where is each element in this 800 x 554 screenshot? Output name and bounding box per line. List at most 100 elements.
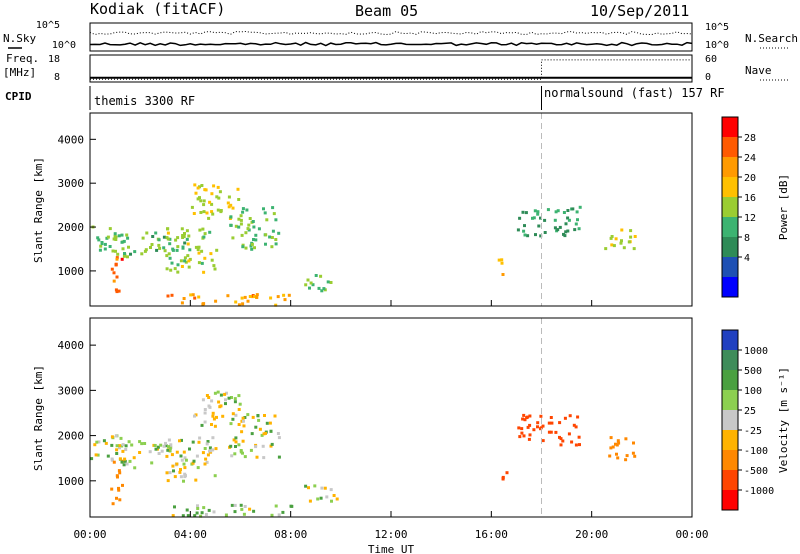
heatmap-cell (108, 245, 112, 248)
heatmap-cell (265, 421, 269, 425)
heatmap-cell (120, 233, 124, 237)
heatmap-cell (553, 218, 557, 222)
heatmap-cell (144, 248, 148, 252)
heatmap-cell (213, 474, 217, 478)
range-tick-label: 3000 (58, 384, 85, 397)
heatmap-cell (233, 400, 237, 404)
power-heatmap-cells (91, 183, 637, 307)
heatmap-cell (233, 452, 237, 456)
heatmap-cell (122, 463, 126, 467)
heatmap-cell (197, 245, 201, 249)
power-frame (89, 112, 693, 307)
heatmap-cell (196, 504, 199, 508)
heatmap-cell (233, 510, 237, 514)
heatmap-cell (543, 218, 547, 222)
heatmap-cell (577, 227, 581, 231)
heatmap-cell (166, 231, 170, 235)
heatmap-cell (210, 210, 214, 214)
colorbar-tick-label: -100 (744, 446, 768, 457)
heatmap-cell (168, 256, 172, 260)
x-axis-label: Time UT (368, 543, 415, 554)
heatmap-cell (622, 246, 626, 250)
heatmap-cell (526, 234, 530, 238)
heatmap-cell (111, 249, 115, 253)
heatmap-cell (186, 242, 190, 246)
heatmap-cell (103, 242, 107, 246)
heatmap-cell (99, 244, 103, 248)
heatmap-cell (566, 216, 570, 220)
heatmap-cell (229, 203, 233, 207)
heatmap-cell (546, 208, 550, 212)
heatmap-cell (115, 275, 119, 279)
heatmap-cell (193, 183, 197, 187)
velocity-colorbar-label: Velocity [m s⁻¹] (777, 367, 790, 473)
heatmap-cell (110, 487, 114, 491)
heatmap-cell (554, 210, 558, 214)
heatmap-cell (232, 438, 236, 442)
heatmap-cell (536, 421, 540, 425)
heatmap-cell (306, 278, 310, 282)
heatmap-cell (616, 439, 620, 443)
cpid-label: CPID (5, 90, 32, 103)
heatmap-cell (206, 453, 210, 457)
time-tick-label: 12:00 (374, 528, 407, 541)
heatmap-cell (242, 424, 246, 428)
heatmap-cell (240, 507, 244, 511)
heatmap-cell (269, 429, 273, 433)
heatmap-cell (528, 423, 532, 427)
heatmap-cell (207, 508, 211, 512)
heatmap-cell (563, 416, 567, 420)
heatmap-cell (229, 223, 233, 227)
cpid-segment-1: themis 3300 RF (94, 94, 195, 108)
heatmap-cell (203, 447, 207, 450)
heatmap-cell (501, 477, 505, 481)
heatmap-cell (282, 293, 286, 297)
heatmap-cell (121, 483, 124, 487)
heatmap-cell (554, 430, 558, 434)
heatmap-cell (112, 271, 116, 275)
heatmap-cell (165, 454, 169, 458)
heatmap-cell (122, 239, 126, 243)
heatmap-cell (188, 447, 191, 451)
heatmap-cell (197, 261, 201, 265)
colorbar-tick-label: -1000 (744, 486, 774, 497)
heatmap-cell (197, 251, 201, 255)
heatmap-cell (216, 390, 220, 394)
heatmap-cell (208, 446, 212, 450)
heatmap-cell (497, 258, 501, 262)
heatmap-cell (149, 246, 152, 249)
heatmap-cell (157, 238, 161, 242)
heatmap-cell (154, 447, 158, 451)
heatmap-cell (276, 295, 280, 299)
heatmap-cell (241, 207, 245, 211)
nsearch-label: N.Search (745, 32, 798, 45)
heatmap-cell (170, 293, 174, 297)
heatmap-cell (143, 442, 147, 445)
power-colorbar-cells (722, 117, 738, 298)
colorbar-cell (722, 197, 738, 218)
heatmap-cell (93, 443, 97, 447)
heatmap-cell (166, 237, 170, 241)
heatmap-cell (211, 436, 215, 440)
heatmap-cell (211, 414, 215, 418)
heatmap-cell (97, 238, 101, 242)
heatmap-cell (167, 445, 171, 449)
heatmap-cell (221, 414, 225, 418)
heatmap-cell (326, 280, 330, 284)
heatmap-cell (124, 444, 128, 448)
colorbar-cell (722, 257, 738, 278)
heatmap-cell (230, 396, 233, 399)
time-tick-label: 04:00 (174, 528, 207, 541)
heatmap-cell (227, 396, 231, 400)
heatmap-cell (576, 415, 580, 419)
heatmap-cell (218, 405, 222, 409)
heatmap-cell (556, 228, 560, 232)
heatmap-cell (202, 210, 206, 214)
heatmap-cell (179, 468, 182, 471)
heatmap-cell (632, 441, 635, 445)
heatmap-cell (616, 456, 620, 460)
heatmap-cell (145, 231, 149, 235)
heatmap-cell (156, 445, 160, 449)
heatmap-cell (138, 451, 142, 454)
heatmap-cell (212, 184, 216, 188)
